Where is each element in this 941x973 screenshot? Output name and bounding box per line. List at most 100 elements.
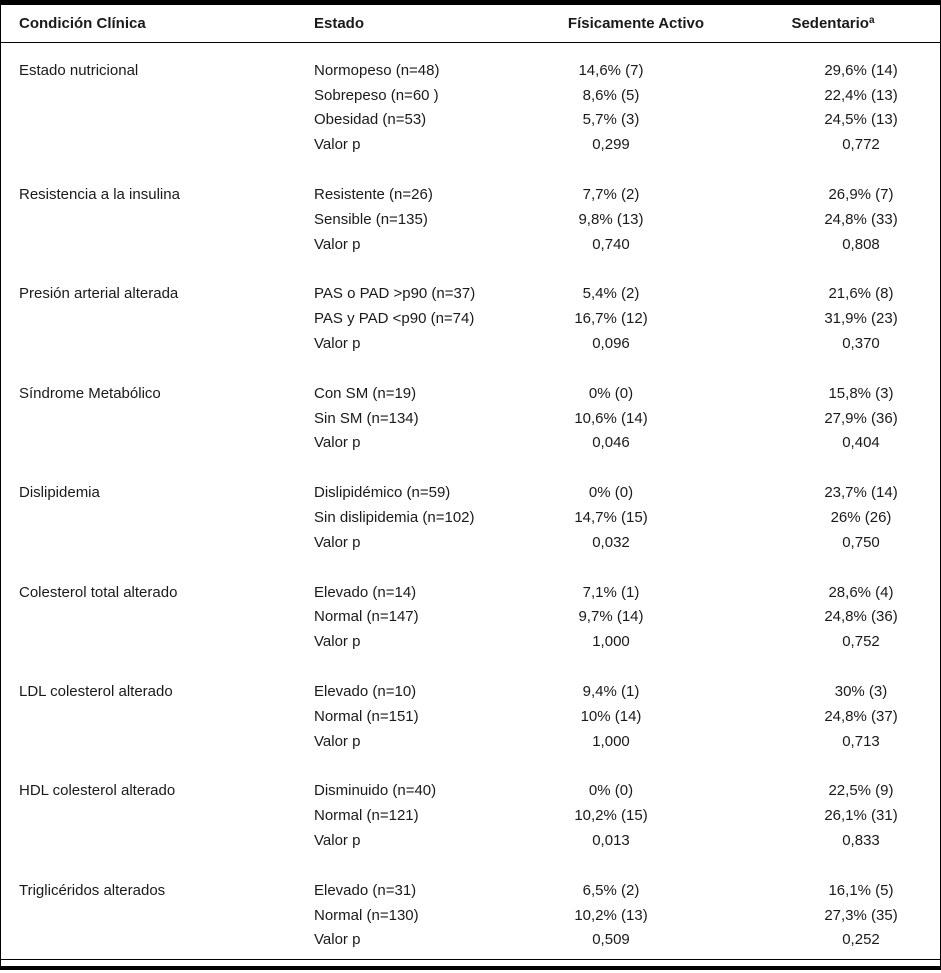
sedentario-cell: 26,9% (7): [828, 186, 894, 204]
estado-cell: Resistente (n=26): [314, 186, 433, 204]
sedentario-cell: 0,750: [842, 533, 880, 551]
activo-cell: 0,096: [592, 335, 630, 353]
table-row: Valor p 1,000 0,713: [1, 729, 940, 754]
sedentario-cell: 16,1% (5): [828, 881, 894, 899]
estado-cell: Valor p: [314, 434, 361, 452]
estado-cell: Elevado (n=10): [314, 683, 417, 701]
sedentario-cell: 23,7% (14): [824, 484, 898, 502]
condition-cell: Síndrome Metabólico: [19, 384, 161, 402]
estado-cell: Con SM (n=19): [314, 384, 417, 402]
sedentario-cell: 0,808: [842, 235, 880, 253]
activo-cell: 9,4% (1): [582, 683, 640, 701]
activo-cell: 5,7% (3): [582, 111, 640, 129]
estado-cell: Sensible (n=135): [314, 210, 428, 228]
sedentario-cell: 28,6% (4): [828, 583, 894, 601]
table-row: Valor p 0,032 0,750: [1, 530, 940, 555]
sedentario-cell: 0,404: [842, 434, 880, 452]
activo-cell: 10,2% (15): [574, 807, 648, 825]
sedentario-cell: 27,3% (35): [824, 906, 898, 924]
estado-cell: Valor p: [314, 832, 361, 850]
sedentario-cell: 21,6% (8): [828, 285, 894, 303]
table-row: Valor p 0,509 0,252: [1, 928, 940, 953]
activo-cell: 10,6% (14): [574, 409, 648, 427]
table-bottom-rule: [1, 959, 940, 960]
estado-cell: Obesidad (n=53): [314, 111, 427, 129]
sedentario-cell: 0,772: [842, 136, 880, 154]
table-body: Estado nutricional Normopeso (n=48) 14,6% …: [1, 43, 940, 952]
estado-cell: Valor p: [314, 335, 361, 353]
table-row: HDL colesterol alterado Disminuido (n=40)…: [1, 779, 940, 804]
table-row: Valor p 0,046 0,404: [1, 431, 940, 456]
activo-cell: 9,7% (14): [578, 608, 644, 626]
sedentario-cell: 29,6% (14): [824, 61, 898, 79]
col-header-condicion-clinica: Condición Clínica: [19, 15, 146, 32]
table-row: PAS y PAD <p90 (n=74) 16,7% (12) 31,9% (23…: [1, 306, 940, 331]
table-row: Valor p 0,096 0,370: [1, 331, 940, 356]
estado-cell: Valor p: [314, 633, 361, 651]
table-row: Obesidad (n=53) 5,7% (3) 24,5% (13): [1, 108, 940, 133]
activo-cell: 1,000: [592, 732, 630, 750]
activo-cell: 0,032: [592, 533, 630, 551]
estado-cell: Elevado (n=14): [314, 583, 417, 601]
condition-cell: Colesterol total alterado: [19, 583, 178, 601]
table-row: Colesterol total alterado Elevado (n=14) 7…: [1, 580, 940, 605]
condition-cell: Presión arterial alterada: [19, 285, 179, 303]
activo-cell: 5,4% (2): [582, 285, 640, 303]
table-row: Valor p 0,013 0,833: [1, 828, 940, 853]
estado-cell: PAS o PAD >p90 (n=37): [314, 285, 476, 303]
sedentario-footnote-marker: a: [868, 15, 875, 26]
sedentario-cell: 22,4% (13): [824, 86, 898, 104]
estado-cell: Sin SM (n=134): [314, 409, 419, 427]
col-header-fisicamente-activo: Físicamente Activo: [567, 15, 705, 32]
table-row: Normal (n=147) 9,7% (14) 24,8% (36): [1, 605, 940, 630]
condition-cell: Dislipidemia: [19, 484, 100, 502]
condition-cell: HDL colesterol alterado: [19, 782, 176, 800]
activo-cell: 6,5% (2): [582, 881, 640, 899]
table-row: Valor p 0,299 0,772: [1, 132, 940, 157]
activo-cell: 0% (0): [588, 782, 634, 800]
activo-cell: 14,6% (7): [578, 61, 644, 79]
sedentario-cell: 24,8% (33): [824, 210, 898, 228]
activo-cell: 0,013: [592, 832, 630, 850]
table-row: LDL colesterol alterado Elevado (n=10) 9,4…: [1, 679, 940, 704]
sedentario-cell: 26,1% (31): [824, 807, 898, 825]
activo-cell: 7,1% (1): [582, 583, 640, 601]
table-row: Presión arterial alterada PAS o PAD >p90 …: [1, 282, 940, 307]
estado-cell: Valor p: [314, 732, 361, 750]
estado-cell: Disminuido (n=40): [314, 782, 437, 800]
activo-cell: 16,7% (12): [574, 310, 648, 328]
activo-cell: 0,740: [592, 235, 630, 253]
table-row: Sin dislipidemia (n=102) 14,7% (15) 26% (2…: [1, 505, 940, 530]
activo-cell: 0,299: [592, 136, 630, 154]
activo-cell: 14,7% (15): [574, 509, 648, 527]
table-row: Resistencia a la insulina Resistente (n=2…: [1, 182, 940, 207]
sedentario-cell: 24,8% (36): [824, 608, 898, 626]
sedentario-cell: 27,9% (36): [824, 409, 898, 427]
activo-cell: 9,8% (13): [578, 210, 644, 228]
estado-cell: Valor p: [314, 533, 361, 551]
activo-cell: 1,000: [592, 633, 630, 651]
estado-cell: Normal (n=130): [314, 906, 419, 924]
condition-cell: Resistencia a la insulina: [19, 186, 180, 204]
table-row: Valor p 1,000 0,752: [1, 629, 940, 654]
condition-cell: LDL colesterol alterado: [19, 683, 173, 701]
estado-cell: Sobrepeso (n=60 ): [314, 86, 439, 104]
estado-cell: Elevado (n=31): [314, 881, 417, 899]
table-row: Sobrepeso (n=60 ) 8,6% (5) 22,4% (13): [1, 83, 940, 108]
sedentario-cell: 26% (26): [830, 509, 892, 527]
estado-cell: Valor p: [314, 931, 361, 949]
sedentario-cell: 15,8% (3): [828, 384, 894, 402]
table-row: Normal (n=130) 10,2% (13) 27,3% (35): [1, 903, 940, 928]
sedentario-cell: 0,370: [842, 335, 880, 353]
activo-cell: 7,7% (2): [582, 186, 640, 204]
col-header-estado: Estado: [314, 15, 365, 32]
sedentario-cell: 30% (3): [834, 683, 888, 701]
col-header-sedentario: Sedentarioa: [754, 15, 912, 32]
estado-cell: Normal (n=147): [314, 608, 419, 626]
estado-cell: Dislipidémico (n=59): [314, 484, 451, 502]
estado-cell: PAS y PAD <p90 (n=74): [314, 310, 475, 328]
sedentario-cell: 0,833: [842, 832, 880, 850]
estado-cell: Valor p: [314, 235, 361, 253]
